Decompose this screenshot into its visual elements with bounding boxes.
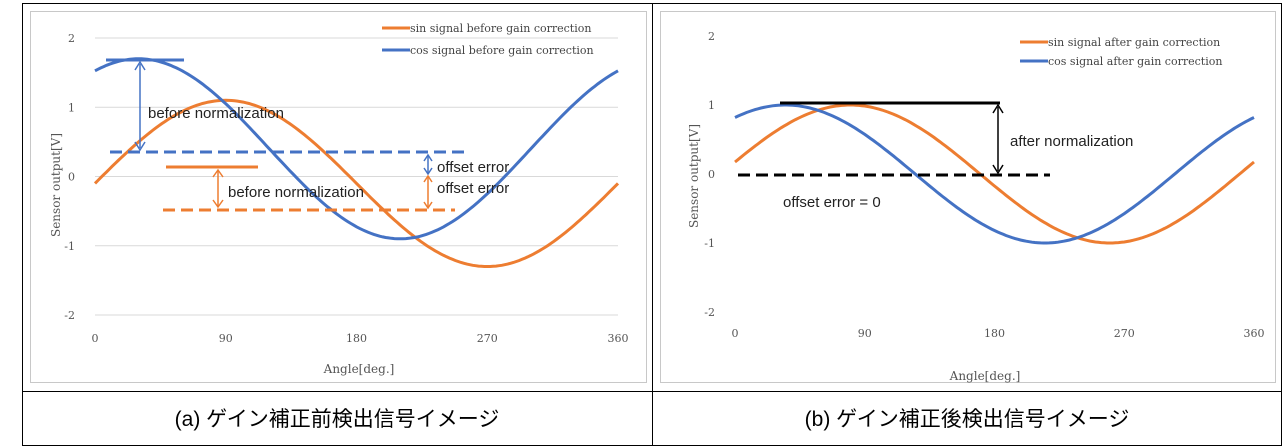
y-tick-label: 1 xyxy=(68,101,75,114)
x-tick-label: 90 xyxy=(858,327,872,340)
y-tick-label: -1 xyxy=(64,240,75,253)
x-tick-label: 0 xyxy=(732,327,739,340)
y-tick-label: 0 xyxy=(708,168,715,181)
y-tick-label: -2 xyxy=(64,309,75,322)
caption-b: (b) ゲイン補正後検出信号イメージ xyxy=(804,408,1130,431)
chart-a-legend-cos-label: cos signal before gain correction xyxy=(410,44,594,57)
horizontal-divider xyxy=(22,391,1281,392)
x-tick-label: 270 xyxy=(1114,327,1135,340)
x-tick-label: 0 xyxy=(92,332,99,345)
x-tick-label: 90 xyxy=(219,332,233,345)
x-tick-label: 180 xyxy=(346,332,367,345)
y-tick-label: 2 xyxy=(708,30,715,43)
chart-a-legend-sin-label: sin signal before gain correction xyxy=(410,22,591,35)
chart-a-sin-arrowhead-up xyxy=(212,168,224,178)
chart-b-frame xyxy=(660,11,1276,383)
chart-b-tick-labels: -2 -1 0 1 2 0 90 180 270 360 xyxy=(704,30,1264,340)
chart-a-series-cos-line xyxy=(94,57,619,241)
chart-a-sin-normalization-label: before normalization xyxy=(228,184,364,201)
chart-a-cos-normalization-label: before normalization xyxy=(148,105,284,122)
chart-b-y-axis-label: Sensor output[V] xyxy=(687,124,701,228)
x-tick-label: 270 xyxy=(477,332,498,345)
chart-a-cos-offset-arrowhead-down xyxy=(423,167,433,176)
chart-b-arrowhead-down xyxy=(992,164,1004,175)
y-tick-label: -2 xyxy=(704,306,715,319)
vertical-divider xyxy=(652,3,653,446)
chart-a-sin-arrowhead-down xyxy=(212,199,224,209)
y-tick-label: -1 xyxy=(704,237,715,250)
caption-a: (a) ゲイン補正前検出信号イメージ xyxy=(174,408,500,431)
chart-a-series-sin-line xyxy=(93,98,620,268)
chart-b-offset-label: offset error = 0 xyxy=(783,194,881,211)
chart-b-arrowhead-up xyxy=(992,103,1004,114)
chart-a-y-axis-label: Sensor output[V] xyxy=(49,133,63,237)
chart-a-gridlines xyxy=(95,37,618,316)
chart-a-series xyxy=(93,57,620,268)
x-tick-label: 180 xyxy=(984,327,1005,340)
chart-a-x-axis-label: Angle[deg.] xyxy=(323,362,395,376)
x-tick-label: 360 xyxy=(1244,327,1265,340)
chart-a-sin-offset-arrowhead-up xyxy=(423,174,433,183)
chart-b-series xyxy=(734,103,1255,245)
y-tick-label: 0 xyxy=(68,171,75,184)
chart-a-cos-offset-arrowhead-up xyxy=(423,153,433,162)
chart-b-legend-cos-label: cos signal after gain correction xyxy=(1048,55,1222,68)
chart-a-sin-offset-label: offset error xyxy=(437,180,509,197)
y-tick-label: 2 xyxy=(68,32,75,45)
chart-b-normalization-label: after normalization xyxy=(1010,133,1133,150)
chart-a-frame xyxy=(30,11,647,383)
y-tick-label: 1 xyxy=(708,99,715,112)
chart-a-sin-offset-arrowhead-down xyxy=(423,201,433,210)
chart-a-cos-arrowhead-up xyxy=(134,60,146,71)
chart-a-tick-labels: -2 -1 0 1 2 0 90 180 270 360 xyxy=(64,32,628,345)
chart-b-series-cos-line xyxy=(734,103,1255,245)
chart-b-legend-sin-label: sin signal after gain correction xyxy=(1048,36,1220,49)
chart-a-cos-offset-label: offset error xyxy=(437,159,509,176)
chart-b-x-axis-label: Angle[deg.] xyxy=(949,369,1021,383)
x-tick-label: 360 xyxy=(608,332,629,345)
chart-b-series-sin-line xyxy=(734,103,1255,245)
chart-a-cos-arrowhead-down xyxy=(134,141,146,152)
